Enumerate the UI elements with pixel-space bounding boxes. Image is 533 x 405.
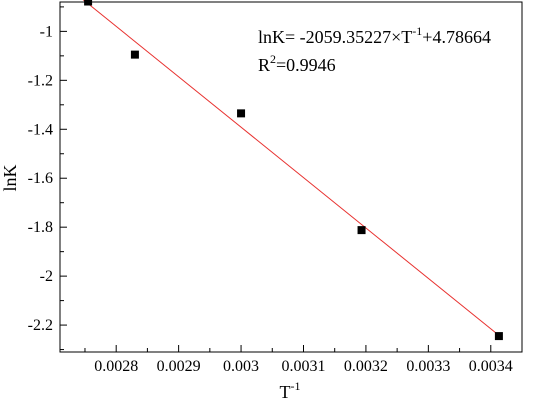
- fit-equation-prefix: lnK= -2059.35227×T: [258, 27, 412, 47]
- r-squared-suffix: =0.9946: [276, 55, 336, 75]
- y-tick-label: -1.4: [28, 121, 53, 138]
- y-tick-label: -1: [40, 23, 53, 40]
- r-squared-sup: 2: [270, 52, 276, 66]
- x-tick-label: 0.0028: [94, 358, 138, 375]
- y-axis-title: lnK: [0, 164, 20, 191]
- r-squared: R2=0.9946: [258, 52, 336, 75]
- data-point: [494, 332, 503, 341]
- data-point: [84, 0, 93, 6]
- x-axis-title-base: T: [280, 382, 291, 402]
- fit-line-layer: [82, 0, 503, 339]
- x-axis-title: T-1: [280, 379, 301, 402]
- x-tick-label: 0.0029: [157, 358, 201, 375]
- x-axis-title-sup: -1: [291, 379, 301, 393]
- fit-line: [82, 0, 503, 339]
- x-tick-label: 0.0031: [281, 358, 325, 375]
- y-tick-label: -1.6: [28, 170, 53, 187]
- x-tick-label: 0.003: [223, 358, 259, 375]
- fit-equation: lnK= -2059.35227×T-1+4.78664: [258, 24, 491, 47]
- x-tick-label: 0.0033: [406, 358, 450, 375]
- y-tick-label: -2.2: [28, 317, 53, 334]
- y-tick-label: -1.2: [28, 72, 53, 89]
- data-point: [130, 50, 139, 59]
- plot-frame-border: [59, 1, 523, 353]
- data-point: [237, 109, 246, 118]
- fit-equation-suffix: +4.78664: [422, 27, 491, 47]
- fit-equation-sup: -1: [412, 24, 422, 38]
- r-squared-prefix: R: [258, 55, 270, 75]
- data-points-layer: [84, 0, 503, 341]
- data-point: [357, 226, 366, 235]
- x-tick-label: 0.0032: [344, 358, 388, 375]
- y-tick-label: -2: [40, 268, 53, 285]
- x-tick-label: 0.0034: [469, 358, 513, 375]
- y-tick-label: -1.8: [28, 219, 53, 236]
- plot-area: [59, 1, 523, 353]
- axis-ticks: 0.0028 0.0029 0.003 0.0031 0.0032 0.0033 0.003…: [28, 6, 513, 375]
